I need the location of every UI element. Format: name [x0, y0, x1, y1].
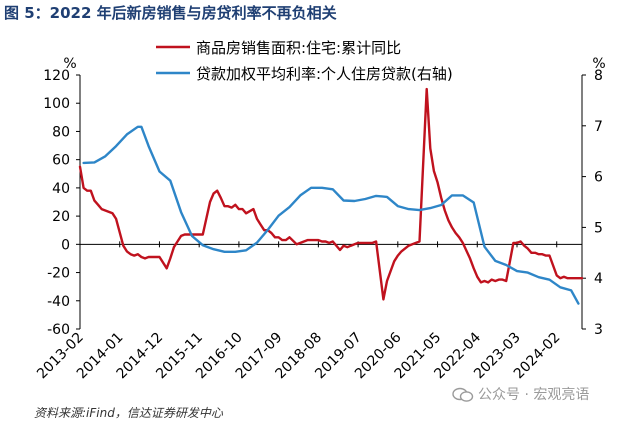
right-tick-label: 6 — [594, 170, 603, 186]
rate-series-line — [82, 125, 580, 305]
right-tick-label: 3 — [594, 322, 603, 338]
left-tick-label: 80 — [52, 124, 70, 140]
legend-label-sales: 商品房销售面积:住宅:累计同比 — [196, 39, 401, 57]
figure-title: 图 5：2022 年后新房销售与房贷利率不再负相关 — [4, 4, 337, 22]
chart-series — [78, 87, 584, 305]
chart-ticks: % %-60-40-200204060801001203456782013-022… — [34, 56, 606, 382]
watermark-text: 公众号 · 宏观亮语 — [478, 387, 590, 403]
left-tick-label: 20 — [52, 209, 70, 225]
right-tick-label: 4 — [594, 271, 603, 287]
left-tick-label: 60 — [52, 153, 70, 169]
right-tick-label: 5 — [594, 220, 603, 236]
chart-axes — [79, 75, 583, 329]
left-tick-label: 120 — [43, 68, 70, 84]
left-axis-unit: % — [63, 56, 76, 72]
right-tick-label: 7 — [594, 119, 603, 135]
left-tick-label: -60 — [47, 322, 70, 338]
right-tick-label: 8 — [594, 68, 603, 84]
left-tick-label: 0 — [61, 237, 70, 253]
source-note: 资料来源:iFind，信达证券研发中心 — [34, 406, 223, 420]
left-tick-label: 40 — [52, 181, 70, 197]
left-tick-label: -40 — [47, 294, 70, 310]
left-tick-label: 100 — [43, 96, 70, 112]
sales-series-line — [78, 87, 584, 301]
right-axis-unit: % — [592, 56, 605, 72]
left-tick-label: -20 — [47, 266, 70, 282]
wechat-icon — [452, 387, 474, 402]
watermark: 公众号 · 宏观亮语 — [452, 384, 589, 404]
legend-label-rate: 贷款加权平均利率:个人住房贷款(右轴) — [196, 65, 453, 83]
